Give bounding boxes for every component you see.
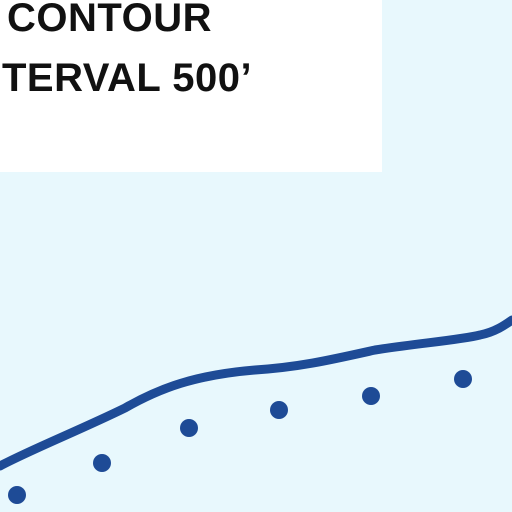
dot — [93, 454, 111, 472]
label-line-interval: TERVAL 500’ — [2, 56, 253, 100]
dot — [8, 486, 26, 504]
dotted-line — [8, 370, 472, 504]
label-line-contour: CONTOUR — [7, 0, 212, 40]
dot — [454, 370, 472, 388]
dot — [270, 401, 288, 419]
contour-line — [0, 315, 512, 471]
dot — [180, 419, 198, 437]
contour-interval-label: CONTOUR TERVAL 500’ — [0, 0, 382, 172]
dot — [362, 387, 380, 405]
